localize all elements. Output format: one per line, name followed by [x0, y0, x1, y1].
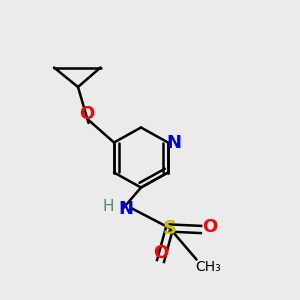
Text: N: N [118, 200, 134, 218]
Text: O: O [153, 244, 168, 262]
Text: N: N [167, 134, 182, 152]
Text: H: H [102, 199, 114, 214]
Text: O: O [202, 218, 217, 236]
Text: CH₃: CH₃ [195, 260, 221, 274]
Text: O: O [80, 105, 94, 123]
Text: S: S [163, 218, 176, 238]
